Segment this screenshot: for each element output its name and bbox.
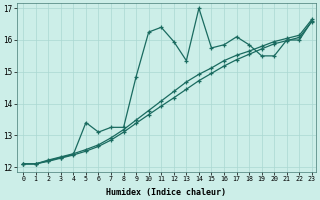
X-axis label: Humidex (Indice chaleur): Humidex (Indice chaleur) (106, 188, 226, 197)
